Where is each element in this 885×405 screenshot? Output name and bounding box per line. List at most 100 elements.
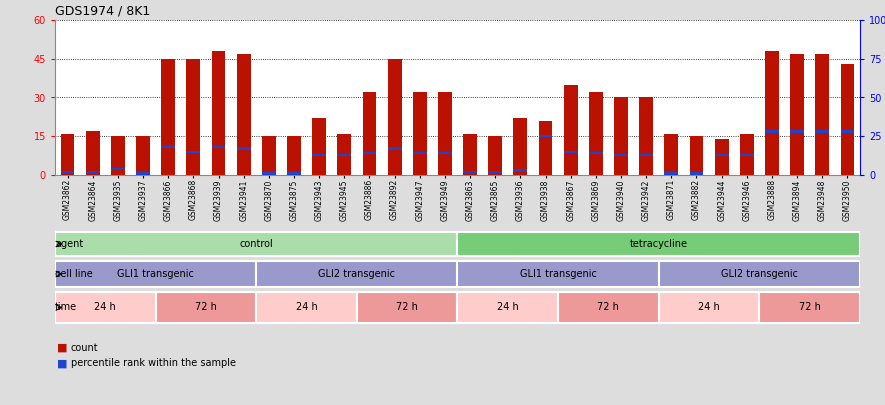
Bar (689, 136, 704, 175)
Bar (815, 130, 829, 133)
Bar (463, 134, 477, 175)
Text: tetracycline: tetracycline (630, 239, 688, 249)
Bar (212, 51, 226, 175)
Bar (564, 151, 578, 153)
Bar (287, 136, 301, 175)
Bar (513, 118, 527, 175)
Bar (161, 59, 175, 175)
Bar (337, 153, 351, 156)
Bar (841, 130, 854, 133)
Bar (841, 64, 854, 175)
Bar (363, 152, 376, 154)
Bar (665, 172, 678, 175)
Text: 24 h: 24 h (497, 303, 519, 313)
Text: agent: agent (55, 239, 83, 249)
Bar (438, 92, 452, 175)
Bar (759, 292, 860, 323)
Text: 24 h: 24 h (95, 303, 116, 313)
Bar (539, 121, 552, 175)
Bar (337, 134, 351, 175)
Text: GLI1 transgenic: GLI1 transgenic (519, 269, 596, 279)
Bar (156, 292, 257, 323)
Bar (765, 51, 779, 175)
Text: GLI2 transgenic: GLI2 transgenic (319, 269, 396, 279)
Bar (539, 135, 552, 137)
Text: 24 h: 24 h (698, 303, 720, 313)
Bar (257, 261, 458, 287)
Bar (312, 118, 326, 175)
Bar (463, 171, 477, 173)
Bar (262, 136, 276, 175)
Bar (589, 92, 603, 175)
Bar (55, 261, 257, 287)
Bar (61, 171, 74, 173)
Bar (489, 136, 502, 175)
Text: ■: ■ (57, 358, 67, 369)
Bar (790, 130, 804, 133)
Bar (715, 153, 728, 156)
Bar (212, 146, 226, 148)
Bar (639, 153, 653, 156)
Bar (790, 53, 804, 175)
Text: ■: ■ (57, 343, 67, 353)
Bar (489, 171, 502, 173)
Bar (312, 153, 326, 156)
Bar (136, 136, 150, 175)
Text: percentile rank within the sample: percentile rank within the sample (71, 358, 236, 369)
Text: 72 h: 72 h (195, 303, 217, 313)
Bar (86, 131, 100, 175)
Bar (715, 139, 728, 175)
Bar (86, 171, 100, 173)
Bar (639, 98, 653, 175)
Bar (55, 232, 458, 256)
Bar (237, 147, 250, 150)
Text: 72 h: 72 h (799, 303, 820, 313)
Bar (262, 172, 276, 175)
Bar (564, 85, 578, 175)
Bar (111, 136, 125, 175)
Bar (61, 134, 74, 175)
Text: 24 h: 24 h (296, 303, 318, 313)
Bar (658, 292, 759, 323)
Bar (438, 152, 452, 154)
Bar (458, 232, 860, 256)
Bar (614, 153, 628, 156)
Text: GLI2 transgenic: GLI2 transgenic (721, 269, 798, 279)
Bar (614, 98, 628, 175)
Bar (55, 292, 156, 323)
Bar (412, 92, 427, 175)
Bar (689, 172, 704, 175)
Text: GLI1 transgenic: GLI1 transgenic (117, 269, 194, 279)
Bar (412, 152, 427, 154)
Text: 72 h: 72 h (396, 303, 418, 313)
Bar (388, 59, 402, 175)
Bar (136, 172, 150, 175)
Bar (665, 134, 678, 175)
Text: GDS1974 / 8K1: GDS1974 / 8K1 (55, 5, 150, 18)
Text: 72 h: 72 h (597, 303, 619, 313)
Bar (658, 261, 860, 287)
Bar (187, 59, 200, 175)
Bar (765, 130, 779, 133)
Bar (513, 169, 527, 171)
Text: cell line: cell line (55, 269, 93, 279)
Bar (815, 53, 829, 175)
Bar (357, 292, 458, 323)
Text: control: control (239, 239, 273, 249)
Text: time: time (55, 303, 77, 313)
Text: count: count (71, 343, 98, 353)
Bar (161, 146, 175, 148)
Bar (589, 152, 603, 154)
Bar (388, 147, 402, 150)
Bar (237, 53, 250, 175)
Bar (363, 92, 376, 175)
Bar (740, 153, 754, 156)
Bar (111, 168, 125, 170)
Bar (740, 134, 754, 175)
Bar (187, 151, 200, 153)
Bar (458, 292, 558, 323)
Bar (458, 261, 658, 287)
Bar (558, 292, 658, 323)
Bar (287, 172, 301, 175)
Bar (257, 292, 357, 323)
